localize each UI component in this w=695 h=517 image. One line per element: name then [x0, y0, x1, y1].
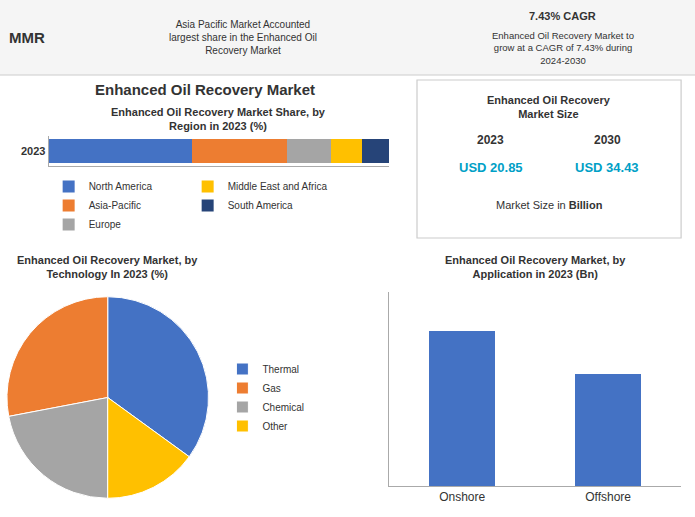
svg-text:Europe: Europe	[89, 219, 122, 230]
svg-text:South America: South America	[228, 200, 293, 211]
svg-text:Gas: Gas	[262, 383, 280, 394]
svg-text:Market Size in Billion: Market Size in Billion	[496, 199, 603, 211]
svg-text:MMR: MMR	[9, 29, 45, 46]
svg-text:Thermal: Thermal	[262, 364, 299, 375]
svg-text:Asia-Pacific: Asia-Pacific	[89, 200, 141, 211]
svg-text:Enhanced Oil Recovery Market: Enhanced Oil Recovery Market	[95, 81, 315, 98]
svg-text:2023: 2023	[477, 133, 504, 147]
svg-text:North America: North America	[89, 181, 153, 192]
svg-text:Enhanced Oil Recovery Market,: Enhanced Oil Recovery Market, byTechnolo…	[17, 254, 198, 280]
svg-text:2023: 2023	[21, 145, 45, 157]
svg-text:2030: 2030	[594, 133, 621, 147]
svg-text:Middle East and Africa: Middle East and Africa	[228, 181, 328, 192]
svg-text:Other: Other	[262, 421, 288, 432]
svg-text:Chemical: Chemical	[262, 402, 304, 413]
svg-text:Enhanced Oil Recovery Market,: Enhanced Oil Recovery Market, byApplicat…	[445, 254, 626, 280]
svg-text:Enhanced Oil Recovery Market S: Enhanced Oil Recovery Market Share, byRe…	[111, 106, 326, 132]
svg-text:USD 34.43: USD 34.43	[575, 160, 639, 175]
svg-text:Onshore: Onshore	[439, 490, 485, 504]
svg-text:Enhanced Oil Recovery Market t: Enhanced Oil Recovery Market togrow at a…	[492, 30, 634, 66]
svg-text:USD 20.85: USD 20.85	[459, 160, 523, 175]
svg-text:Asia Pacific Market Accountedl: Asia Pacific Market Accountedlargest sha…	[169, 19, 317, 56]
svg-text:Offshore: Offshore	[585, 490, 631, 504]
svg-text:7.43% CAGR: 7.43% CAGR	[529, 10, 596, 22]
svg-text:Enhanced Oil RecoveryMarket Si: Enhanced Oil RecoveryMarket Size	[487, 94, 611, 120]
